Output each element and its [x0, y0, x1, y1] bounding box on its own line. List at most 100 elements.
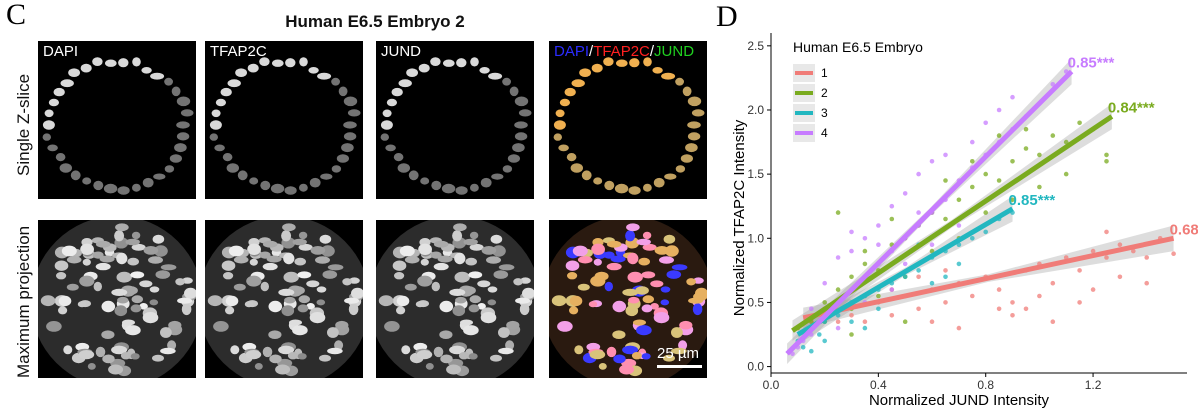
nucleus [418, 63, 430, 73]
nucleus [308, 67, 319, 74]
nucleus [455, 186, 468, 195]
nucleus [322, 270, 338, 279]
data-point-series-1 [1050, 319, 1056, 325]
single-slice-tfap2c-image: TFAP2C [205, 41, 363, 199]
nucleus [458, 352, 469, 360]
nucleus [68, 68, 80, 77]
nucleus [515, 297, 531, 304]
nucleus [260, 180, 271, 191]
nucleus [460, 319, 473, 326]
data-point-series-1 [996, 287, 1002, 292]
nucleus [636, 325, 652, 336]
nucleus [671, 264, 688, 271]
fit-line-series-4 [785, 69, 1074, 356]
nucleus [441, 183, 456, 194]
data-point-series-2 [849, 332, 854, 337]
merge-label-part: TFAP2C [593, 43, 650, 60]
nucleus [687, 132, 701, 141]
micrograph [38, 220, 196, 378]
nucleus [114, 305, 128, 317]
data-point-series-4 [822, 280, 827, 286]
nucleus [246, 275, 262, 287]
nucleus [502, 77, 511, 86]
nucleus [665, 245, 679, 257]
nucleus [396, 295, 410, 307]
nucleus [590, 275, 606, 287]
data-point-series-3 [817, 332, 822, 337]
nucleus [142, 177, 154, 188]
nucleus [588, 301, 598, 308]
correlation-label-series-4: 0.85*** [1068, 54, 1115, 71]
x-tick-label: 0.8 [977, 378, 994, 392]
nucleus [226, 163, 239, 173]
nucleus [338, 86, 348, 97]
nucleus [452, 230, 463, 242]
nucleus [336, 154, 349, 163]
y-tick-label: 2.5 [747, 39, 764, 53]
nucleus [463, 238, 478, 246]
nucleus [462, 286, 476, 295]
nucleus [603, 57, 614, 66]
nucleus [631, 352, 642, 360]
data-point-series-4 [849, 248, 854, 254]
nucleus [392, 260, 407, 271]
data-point-series-2 [1037, 184, 1042, 190]
nucleus [93, 180, 104, 191]
data-point-series-1 [1023, 306, 1029, 312]
max-projection-tfap2c-image [205, 220, 363, 378]
nucleus [92, 251, 104, 259]
nucleus [636, 238, 651, 246]
nucleus [487, 286, 498, 293]
nucleus [479, 67, 490, 74]
row-label-maximum-projection: Maximum projection [14, 225, 33, 378]
nucleus [221, 260, 236, 271]
nucleus [320, 173, 333, 180]
nucleus [439, 330, 453, 339]
nucleus [149, 286, 160, 293]
nucleus [566, 153, 577, 162]
nucleus [268, 300, 283, 313]
nucleus [638, 257, 650, 266]
nucleus [565, 260, 580, 271]
channel-label-dapi: DAPI [43, 43, 79, 60]
nucleus [610, 255, 626, 263]
data-point-series-2 [1010, 197, 1015, 203]
nucleus [215, 98, 226, 107]
data-point-series-2 [996, 133, 1002, 138]
nucleus [70, 170, 81, 181]
nucleus [433, 262, 449, 271]
nucleus [247, 63, 259, 73]
nucleus [452, 305, 466, 317]
nucleus [553, 120, 566, 130]
correlation-label-series-2: 0.84*** [1108, 99, 1155, 116]
nucleus [430, 57, 441, 66]
nucleus [502, 165, 513, 173]
row-label-single-z-slice: Single Z-slice [14, 73, 33, 176]
nucleus [114, 230, 125, 242]
nucleus [591, 63, 603, 73]
nucleus [687, 121, 701, 129]
merge-label-part: DAPI [554, 43, 590, 60]
data-point-series-1 [1144, 280, 1149, 286]
legend-label-series-1: 1 [821, 66, 828, 80]
nucleus [650, 303, 659, 310]
nucleus [628, 296, 640, 304]
nucleus [262, 346, 273, 358]
nucleus [59, 163, 72, 173]
nucleus [628, 186, 641, 195]
nucleus [169, 154, 182, 163]
nucleus [522, 287, 534, 299]
nucleus [393, 153, 404, 162]
nucleus [399, 245, 415, 257]
nucleus [348, 303, 359, 316]
nucleus [327, 264, 344, 271]
data-point-series-2 [1037, 152, 1042, 158]
nucleus [42, 133, 51, 141]
nucleus [180, 109, 194, 117]
data-point-series-3 [970, 236, 975, 241]
nucleus [245, 350, 262, 360]
nucleus [653, 177, 665, 188]
nucleus [439, 300, 454, 313]
nucleus [141, 67, 152, 74]
nucleus [653, 312, 670, 324]
